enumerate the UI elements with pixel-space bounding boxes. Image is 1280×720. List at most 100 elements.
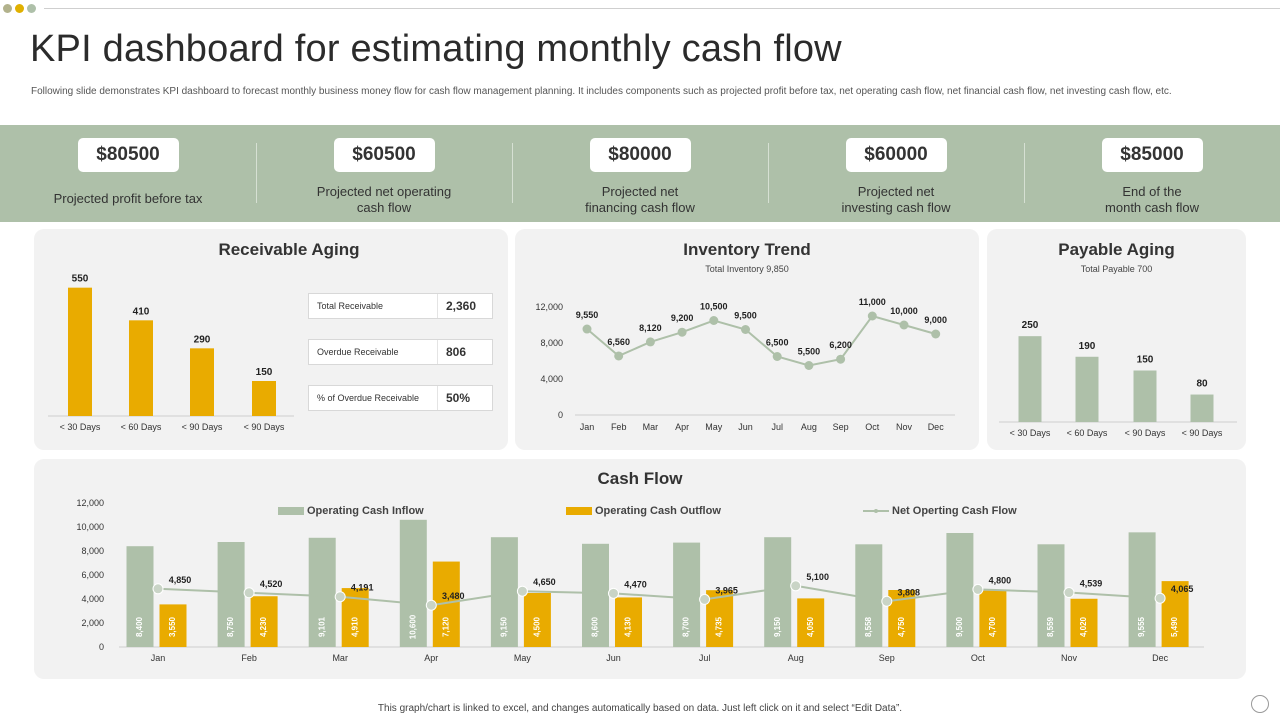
stat-value: 2,360 <box>446 299 477 313</box>
net-data-label: 4,191 <box>351 583 374 593</box>
data-label: 6,560 <box>607 337 630 347</box>
x-tick-label: Mar <box>332 653 348 663</box>
bar-inflow <box>217 542 245 647</box>
receivable-aging-panel: Receivable Aging 550 < 30 Days 410 < 60 Day… <box>34 229 508 450</box>
inventory-trend-panel: Inventory Trend Total Inventory 9,850 0 4… <box>515 229 979 450</box>
net-data-point <box>425 599 437 611</box>
stat-total-receivable: Total Receivable 2,360 <box>308 293 493 319</box>
x-tick-label: Oct <box>971 653 986 663</box>
data-label: 9,500 <box>734 311 757 321</box>
x-tick-label: Aug <box>788 653 804 663</box>
tick-label: < 90 Days <box>1182 428 1223 438</box>
page-subtitle: Following slide demonstrates KPI dashboa… <box>31 86 1172 97</box>
net-data-point <box>1154 592 1166 604</box>
y-tick-label: 0 <box>99 642 104 652</box>
y-tick-label: 2,000 <box>81 618 104 628</box>
data-point <box>867 311 877 321</box>
data-label: 250 <box>1022 320 1039 331</box>
kpi-profit-before-tax: $80500 Projected profit before tax <box>0 125 256 222</box>
bar-inflow <box>855 544 883 647</box>
net-data-point <box>243 587 255 599</box>
footer-note: This graph/chart is linked to excel, and… <box>377 703 903 714</box>
x-tick-label: Jul <box>771 422 783 432</box>
legend-label: Operating Cash Inflow <box>307 505 424 517</box>
data-label: 8,120 <box>639 323 662 333</box>
bar-inflow <box>399 519 427 647</box>
data-label: 80 <box>1196 379 1208 390</box>
bar-outflow <box>1161 581 1189 647</box>
bar <box>1133 370 1157 422</box>
data-point <box>677 327 687 337</box>
bar-outflow <box>523 593 551 647</box>
receivable-aging-title: Receivable Aging <box>218 240 360 259</box>
y-tick-label: 4,000 <box>540 374 563 384</box>
x-tick-label: Feb <box>611 422 627 432</box>
data-label: 10,500 <box>700 302 728 312</box>
payable-aging-chart: 250 < 30 Days 190 < 60 Days 150 < 90 Days 80 < … <box>999 320 1237 438</box>
net-data-label: 4,850 <box>169 575 192 585</box>
stat-value: 806 <box>446 345 467 359</box>
tick-label: < 30 Days <box>1010 428 1051 438</box>
x-tick-label: Aug <box>801 422 817 432</box>
data-point <box>772 352 782 361</box>
bar <box>1190 394 1214 422</box>
x-tick-label: Sep <box>879 653 895 663</box>
data-label: 8,558 <box>864 616 873 637</box>
data-point <box>741 325 750 334</box>
net-data-point <box>152 583 164 595</box>
data-label: 9,150 <box>500 616 509 637</box>
y-tick-label: 10,000 <box>76 522 104 532</box>
data-point <box>836 354 846 364</box>
cash-flow-panel: Cash Flow 0 2,000 4,000 6,000 8,000 10,000 12,… <box>34 459 1246 679</box>
data-label: 9,555 <box>1137 616 1146 637</box>
inventory-trend-chart: 0 4,000 8,000 12,000 9,550 Jan 6,560 Feb 8,120 Ma… <box>535 297 955 432</box>
tick-label: < 60 Days <box>121 422 162 432</box>
payable-aging-title: Payable Aging <box>1058 240 1175 259</box>
data-label: 8,700 <box>682 616 691 637</box>
stat-overdue-receivable: Overdue Receivable 806 <box>308 339 493 365</box>
legend-marker <box>874 509 878 513</box>
tick-label: < 90 Days <box>1125 428 1166 438</box>
x-tick-label: Apr <box>424 653 438 663</box>
stat-pct-overdue-receivable: % of Overdue Receivable 50% <box>308 385 493 411</box>
data-label: 9,550 <box>576 310 599 320</box>
x-tick-label: Dec <box>1152 653 1169 663</box>
net-data-label: 4,520 <box>260 579 283 589</box>
kpi-label: End of the month cash flow <box>1105 184 1199 215</box>
data-point <box>899 320 909 330</box>
data-label: 4,050 <box>806 616 815 637</box>
kpi-value: $60500 <box>333 138 435 172</box>
net-data-point <box>334 591 346 603</box>
payable-aging-subtitle: Total Payable 700 <box>1080 264 1153 274</box>
net-cash-flow-line <box>157 584 1161 607</box>
x-tick-label: Jan <box>580 422 595 432</box>
data-label: 5,490 <box>1170 616 1179 637</box>
data-label: 8,750 <box>226 616 235 637</box>
net-data-label: 4,650 <box>533 577 556 587</box>
net-data-point <box>699 593 711 605</box>
data-label: 6,200 <box>829 340 852 350</box>
data-label: 11,000 <box>859 297 886 307</box>
stat-divider <box>437 294 438 318</box>
data-label: 9,150 <box>773 616 782 637</box>
data-label: 4,020 <box>1079 616 1088 637</box>
kpi-value: $80500 <box>77 138 179 172</box>
data-label: 5,500 <box>798 347 821 357</box>
data-label: 3,550 <box>168 616 177 637</box>
data-label: 4,750 <box>897 616 906 637</box>
net-data-point <box>790 580 802 592</box>
net-data-label: 4,470 <box>624 579 647 589</box>
cash-flow-chart: 0 2,000 4,000 6,000 8,000 10,000 12,000 Operati… <box>76 498 1204 663</box>
data-label: 4,230 <box>259 616 268 637</box>
x-tick-label: Jun <box>606 653 621 663</box>
circle-icon[interactable] <box>1251 695 1269 713</box>
x-tick-label: Oct <box>865 422 880 432</box>
payable-aging-panel: Payable Aging Total Payable 700 250 < 30 … <box>987 229 1246 450</box>
data-label: 290 <box>194 334 211 345</box>
stat-label: Total Receivable <box>317 301 384 311</box>
legend-swatch <box>278 507 304 515</box>
x-tick-label: Feb <box>241 653 257 663</box>
data-label: 190 <box>1079 341 1096 352</box>
data-label: 4,735 <box>715 616 724 637</box>
net-data-label: 3,480 <box>442 591 465 601</box>
